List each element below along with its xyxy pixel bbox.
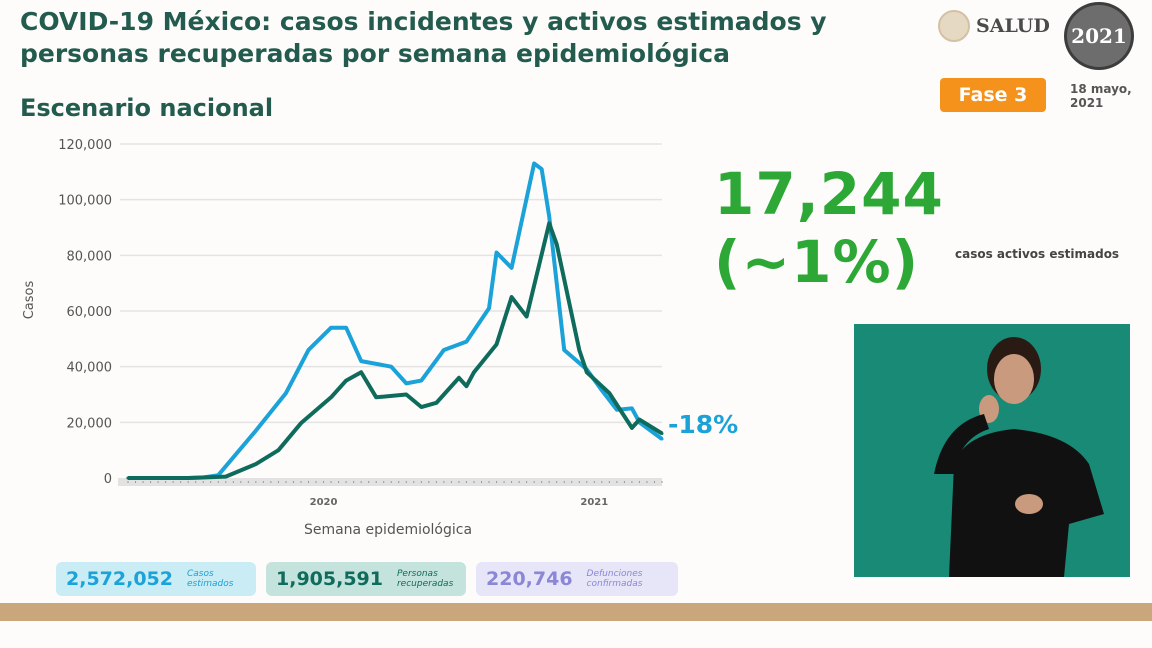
y-tick-label: 0 [104, 472, 112, 487]
series-2-point [254, 462, 258, 466]
series-1-point [660, 437, 664, 441]
y-axis-title: Casos [22, 281, 37, 320]
x-tick-label: 2021 [580, 497, 608, 508]
series-2-point [464, 384, 468, 388]
y-tick-label: 40,000 [67, 361, 113, 376]
series-2-point [660, 431, 664, 435]
series-2-point [577, 348, 581, 352]
summary-recovered: 1,905,591 Personas recuperadas [266, 562, 466, 596]
series-1-point [547, 214, 551, 218]
series-1-point [562, 348, 566, 352]
series-1-point [487, 306, 491, 310]
y-tick-label: 60,000 [67, 305, 113, 320]
series-1-point [389, 365, 393, 369]
summary-deaths: 220,746 Defunciones confirmadas [476, 562, 678, 596]
recovered-label: Personas recuperadas [396, 569, 454, 589]
report-date: 18 mayo, 2021 [1070, 82, 1132, 110]
series-2-point [457, 376, 461, 380]
series-2-point [224, 475, 228, 479]
series-2-point [299, 421, 303, 425]
mexico-2021-logo: 2021 [1064, 2, 1134, 70]
scenario-subtitle: Escenario nacional [20, 94, 274, 122]
series-line-1 [128, 161, 664, 480]
series-2-point [344, 379, 348, 383]
change-percent: -18% [668, 410, 739, 439]
series-1-point [254, 429, 258, 433]
series-2-point [126, 476, 130, 480]
page-title: COVID-19 México: casos incidentes y acti… [20, 7, 827, 68]
series-2-point [525, 315, 529, 319]
recovered-value: 1,905,591 [276, 568, 383, 590]
series-1-point [419, 379, 423, 383]
series-2-point [374, 395, 378, 399]
series-2-point [585, 370, 589, 374]
seal-icon [938, 10, 970, 42]
series-1-point [540, 167, 544, 171]
x-axis-band [118, 478, 662, 486]
estimated-cases-label: Casos estimados [186, 569, 234, 589]
series-1-point [630, 406, 634, 410]
series-1-point [404, 381, 408, 385]
active-cases-caption: casos activos estimados [955, 247, 1120, 261]
series-1-point [359, 359, 363, 363]
series-2-point [359, 370, 363, 374]
series-1-point [284, 391, 288, 395]
y-tick-label: 80,000 [67, 249, 113, 264]
x-axis-title: Semana epidemiológica [304, 522, 472, 538]
series-1-point [600, 388, 604, 392]
series-2-point [419, 405, 423, 409]
sign-language-interpreter-video [854, 324, 1130, 577]
salud-logo-text: SALUD [976, 15, 1050, 37]
series-1-point [442, 348, 446, 352]
series-2-point [510, 295, 514, 299]
series-2-point [495, 342, 499, 346]
estimated-cases-value: 2,572,052 [66, 568, 173, 590]
series-line-2 [128, 221, 664, 480]
y-tick-label: 100,000 [58, 194, 112, 209]
series-2-point [276, 448, 280, 452]
series-2-point [404, 393, 408, 396]
interpreter-figure [934, 337, 1104, 577]
series-1-point [329, 326, 333, 330]
series-2-point [472, 370, 476, 374]
series-1-point [532, 161, 536, 165]
series-1-point [510, 266, 514, 270]
series-2-point [329, 395, 333, 399]
series-1-point [307, 348, 311, 352]
deaths-label: Defunciones confirmadas [586, 569, 643, 589]
series-2-point [630, 426, 634, 430]
series-2-point [186, 476, 190, 480]
y-tick-label: 20,000 [67, 416, 113, 431]
salud-logo: SALUD [938, 10, 1050, 42]
series-1-point [344, 326, 348, 330]
active-cases-value: 17,244 (~1%) [714, 160, 944, 296]
series-2-point [607, 391, 611, 395]
series-1-point [464, 340, 468, 344]
deaths-value: 220,746 [486, 568, 573, 590]
footer-source-bar [0, 603, 1152, 621]
phase-badge: Fase 3 [940, 78, 1046, 112]
series-2-point [547, 221, 551, 225]
series-2-point [555, 242, 559, 246]
series-1-point [495, 251, 499, 255]
y-tick-label: 120,000 [58, 138, 112, 153]
x-tick-label: 2020 [310, 497, 338, 508]
cases-line-chart: 0 20,000 40,000 60,000 80,000 100,000 120,000 2… [22, 138, 664, 538]
series-2-point [434, 401, 438, 405]
summary-estimated-cases: 2,572,052 Casos estimados [56, 562, 256, 596]
series-2-point [637, 418, 641, 422]
